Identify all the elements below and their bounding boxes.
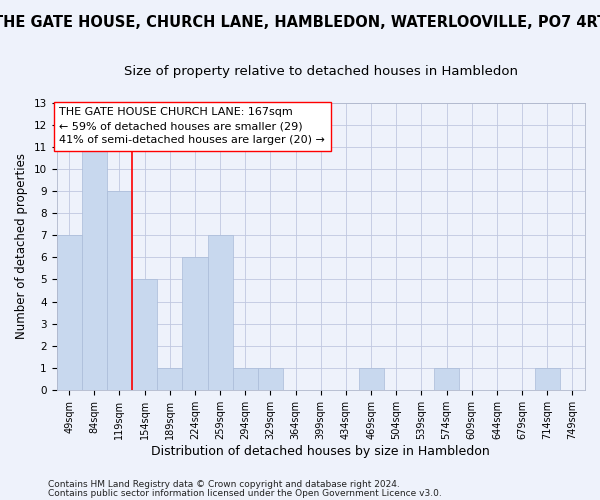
Bar: [535, 368, 560, 390]
Text: THE GATE HOUSE, CHURCH LANE, HAMBLEDON, WATERLOOVILLE, PO7 4RT: THE GATE HOUSE, CHURCH LANE, HAMBLEDON, …: [0, 15, 600, 30]
Bar: [258, 368, 283, 390]
Bar: [434, 368, 459, 390]
Bar: [107, 191, 132, 390]
Title: Size of property relative to detached houses in Hambledon: Size of property relative to detached ho…: [124, 65, 518, 78]
Bar: [359, 368, 383, 390]
Bar: [233, 368, 258, 390]
Text: THE GATE HOUSE CHURCH LANE: 167sqm
← 59% of detached houses are smaller (29)
41%: THE GATE HOUSE CHURCH LANE: 167sqm ← 59%…: [59, 107, 325, 145]
Bar: [182, 258, 208, 390]
Bar: [82, 147, 107, 390]
Bar: [157, 368, 182, 390]
Text: Contains public sector information licensed under the Open Government Licence v3: Contains public sector information licen…: [48, 488, 442, 498]
Bar: [56, 236, 82, 390]
Bar: [208, 236, 233, 390]
Bar: [132, 280, 157, 390]
Y-axis label: Number of detached properties: Number of detached properties: [15, 154, 28, 340]
X-axis label: Distribution of detached houses by size in Hambledon: Distribution of detached houses by size …: [151, 444, 490, 458]
Text: Contains HM Land Registry data © Crown copyright and database right 2024.: Contains HM Land Registry data © Crown c…: [48, 480, 400, 489]
